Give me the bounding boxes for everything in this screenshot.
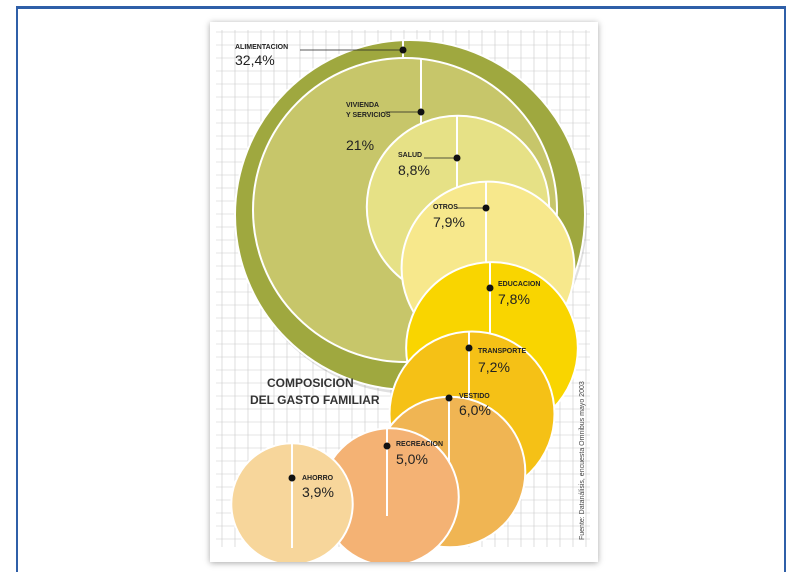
label-ahorro: AHORRO 3,9%: [288, 474, 334, 500]
label-vestido: VESTIDO 6,0%: [445, 393, 491, 418]
label-otros: OTROS 7,9%: [433, 204, 490, 230]
category-name: AHORRO: [302, 475, 334, 482]
chart-title-line-2: DEL GASTO FAMILIAR: [250, 393, 380, 407]
label-vivienda-y-servicios: VIVIENDA Y SERVICIOS 21%: [346, 102, 425, 153]
category-value: 7,2%: [478, 359, 510, 375]
category-value: 21%: [346, 137, 374, 153]
label-recreacion: RECREACION 5,0%: [383, 441, 443, 467]
marker-dot: [399, 46, 407, 54]
category-value: 8,8%: [398, 162, 430, 178]
marker-dot: [465, 344, 473, 352]
marker-dot: [453, 154, 461, 162]
marker-dot: [445, 394, 453, 402]
category-name: ALIMENTACION: [235, 44, 288, 51]
category-value: 32,4%: [235, 52, 275, 68]
label-educacion: EDUCACION 7,8%: [486, 281, 540, 307]
category-name: SALUD: [398, 152, 422, 159]
source-note: Fuente: Datanálisis, encuesta Omnibus ma…: [579, 381, 586, 540]
window-frame: [16, 6, 786, 572]
marker-dot: [482, 204, 490, 212]
marker-dot: [383, 442, 391, 450]
label-transporte: TRANSPORTE 7,2%: [465, 344, 527, 375]
marker-dot: [417, 108, 425, 116]
category-value: 7,9%: [433, 214, 465, 230]
category-name: TRANSPORTE: [478, 348, 527, 355]
category-value: 3,9%: [302, 484, 334, 500]
chart-title-line-1: COMPOSICION: [267, 376, 354, 390]
category-value: 6,0%: [459, 402, 491, 418]
category-value: 5,0%: [396, 451, 428, 467]
marker-dot: [486, 284, 494, 292]
category-value: 7,8%: [498, 291, 530, 307]
category-name: Y SERVICIOS: [346, 112, 391, 119]
category-name: OTROS: [433, 204, 458, 211]
category-name: VIVIENDA: [346, 102, 379, 109]
category-name: RECREACION: [396, 441, 443, 448]
category-name: VESTIDO: [459, 393, 490, 400]
label-salud: SALUD 8,8%: [398, 152, 461, 178]
marker-dot: [288, 474, 296, 482]
bubbles: [230, 39, 587, 562]
category-name: EDUCACION: [498, 281, 540, 288]
infographic-card: ALIMENTACION 32,4% VIVIENDA Y SERVICIOS 21% S…: [210, 22, 598, 562]
